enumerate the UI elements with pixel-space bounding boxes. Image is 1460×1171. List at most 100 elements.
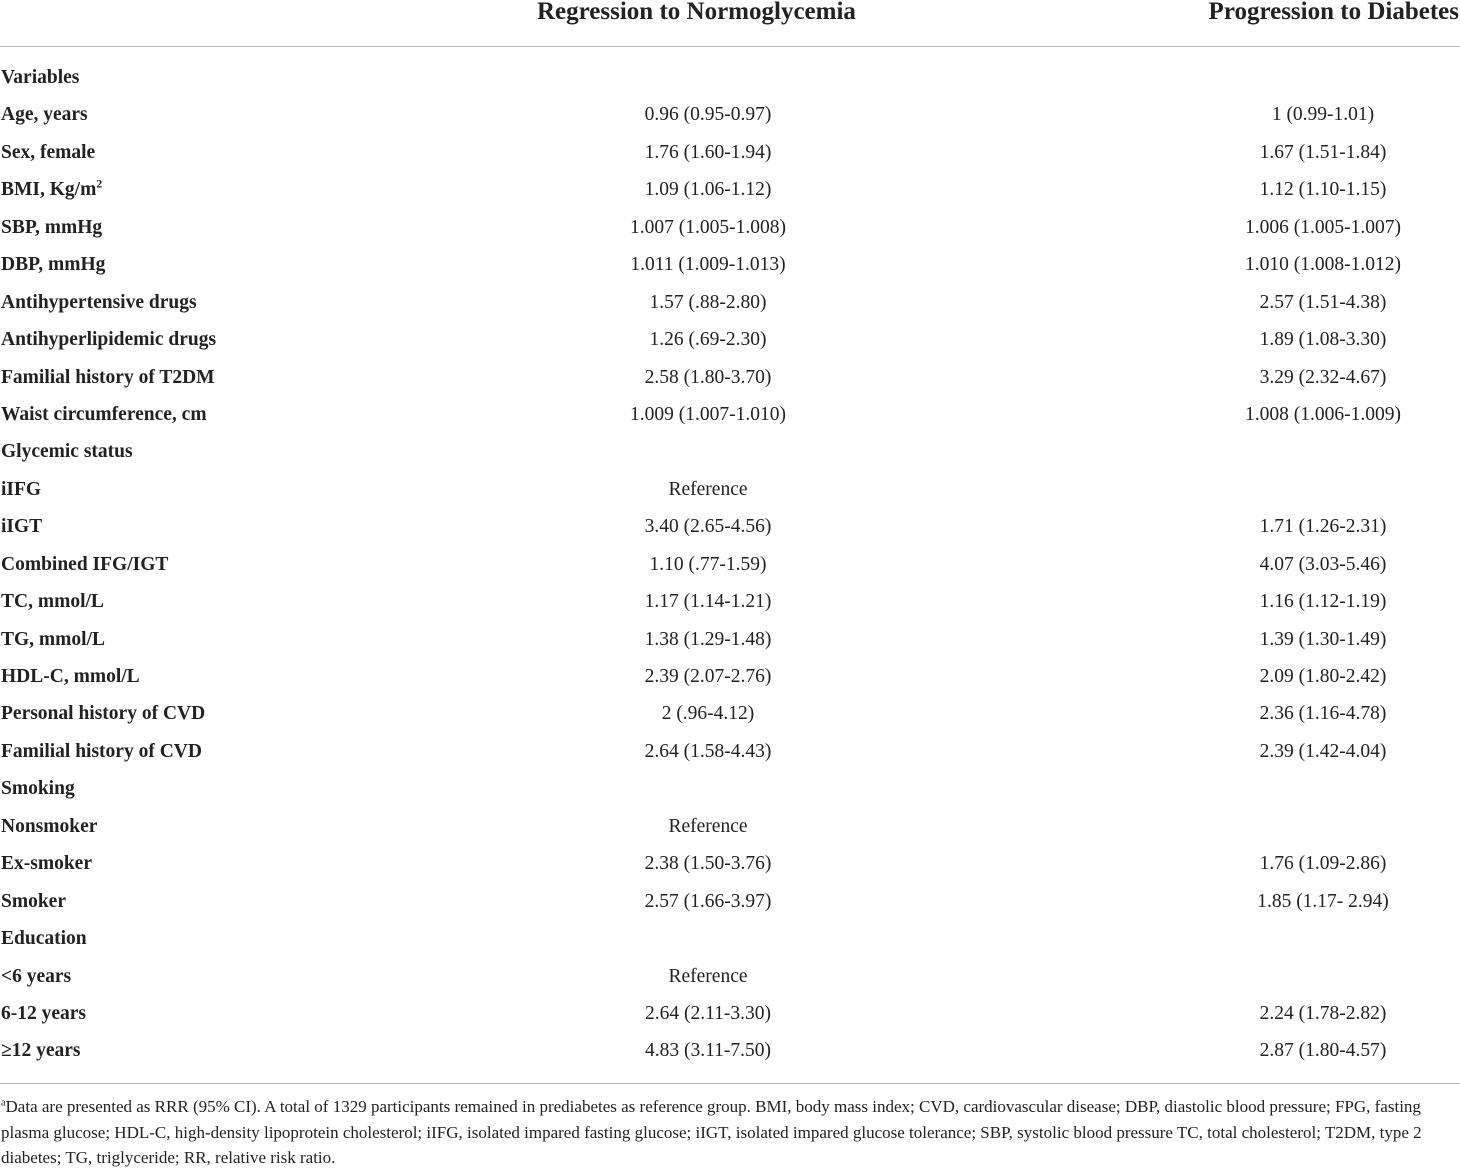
row-label-text: Nonsmoker: [1, 815, 98, 837]
cell-progression-value: 1.67 (1.51-1.84): [1259, 141, 1387, 163]
cell-progression-value: 1 (0.99-1.01): [1271, 104, 1375, 126]
row-label: Personal history of CVD: [1, 695, 205, 732]
cell-progression-value: 4.07 (3.03-5.46): [1259, 553, 1387, 575]
cell-regression-value: 1.007 (1.005-1.008): [630, 216, 786, 238]
row-label-text: Antihyperlipidemic drugs: [1, 329, 217, 351]
row-label-text: iIFG: [1, 478, 42, 500]
table-row: Personal history of CVD 2 (.96-4.12) 2.36 …: [0, 695, 1460, 732]
table-row: TG, mmol/L 1.38 (1.29-1.48) 1.39 (1.30-1.4…: [0, 621, 1460, 658]
table-row: Waist circumference, cm 1.009 (1.007-1.01…: [0, 396, 1460, 433]
cell-regression-value: 1.57 (.88-2.80): [649, 291, 767, 313]
row-label: iIGT: [1, 508, 42, 545]
table-row: iIGT 3.40 (2.65-4.56) 1.71 (1.26-2.31): [0, 508, 1460, 545]
cell-regression-value: Reference: [668, 815, 748, 837]
cell-progression-value: 1.010 (1.008-1.012): [1245, 254, 1401, 276]
row-label: Glycemic status: [1, 433, 133, 470]
row-label: HDL-C, mmol/L: [1, 658, 140, 695]
cell-progression-value: 2.24 (1.78-2.82): [1259, 1002, 1387, 1024]
row-label-text: 6-12 years: [1, 1002, 87, 1024]
table-row: Nonsmoker Reference: [0, 808, 1460, 845]
row-label-superscript: 2: [96, 177, 103, 191]
row-label: Familial history of T2DM: [1, 359, 215, 396]
row-label-text: DBP, mmHg: [1, 254, 106, 276]
row-label-text: Education: [1, 928, 87, 950]
cell-regression-value: 4.83 (3.11-7.50): [644, 1040, 771, 1062]
table-row: Familial history of CVD 2.64 (1.58-4.43) 2…: [0, 733, 1460, 770]
row-label-text: Ex-smoker: [1, 853, 92, 875]
cell-progression-value: 1.89 (1.08-3.30): [1259, 329, 1387, 351]
table-row: Ex-smoker 2.38 (1.50-3.76) 1.76 (1.09-2.86…: [0, 845, 1460, 882]
table-row: BMI, Kg/m2 1.09 (1.06-1.12) 1.12 (1.10-1.1…: [0, 171, 1460, 208]
row-label-text: BMI, Kg/m: [1, 179, 97, 201]
table-row: iIFG Reference: [0, 471, 1460, 508]
row-label-text: <6 years: [1, 965, 72, 987]
cell-regression-value: 1.10 (.77-1.59): [649, 553, 767, 575]
cell-progression-value: 1.008 (1.006-1.009): [1245, 403, 1401, 425]
row-label-text: Variables: [1, 67, 80, 88]
cell-regression-value: 1.38 (1.29-1.48): [644, 628, 772, 650]
row-label: Ex-smoker: [1, 845, 92, 882]
row-label-text: Glycemic status: [1, 441, 133, 463]
cell-regression-value: Reference: [668, 478, 748, 500]
cell-regression-value: 1.17 (1.14-1.21): [644, 591, 772, 613]
cell-regression-value: 2.38 (1.50-3.76): [644, 853, 772, 875]
row-label: Combined IFG/IGT: [1, 546, 168, 583]
footnote-text: Data are presented as RRR (95% CI). A to…: [1, 1097, 1422, 1167]
cell-regression-value: 1.76 (1.60-1.94): [644, 141, 772, 163]
row-label: Variables: [1, 59, 79, 96]
cell-progression-value: 3.29 (2.32-4.67): [1259, 366, 1387, 388]
cell-progression-value: 1.76 (1.09-2.86): [1259, 853, 1387, 875]
row-label: ≥12 years: [1, 1032, 80, 1069]
row-label-text: Combined IFG/IGT: [1, 553, 169, 575]
row-label-text: HDL-C, mmol/L: [1, 666, 140, 687]
row-label-text: Age, years: [1, 104, 88, 126]
cell-progression-value: 1.39 (1.30-1.49): [1259, 628, 1387, 650]
table-header: Regression to Normoglycemia Progression …: [0, 0, 1460, 46]
footer-rule: [0, 1083, 1460, 1084]
row-label: Antihyperlipidemic drugs: [1, 321, 216, 358]
row-label: TC, mmol/L: [1, 583, 104, 620]
row-label-text: Smoking: [1, 778, 75, 800]
row-label-text: ≥12 years: [1, 1040, 81, 1062]
column-header-progression: Progression to Diabetes: [1208, 0, 1459, 25]
cell-progression-value: 2.36 (1.16-4.78): [1259, 703, 1387, 725]
row-label-text: iIGT: [1, 516, 43, 538]
row-label: Sex, female: [1, 134, 95, 171]
table-row: 6-12 years 2.64 (2.11-3.30) 2.24 (1.78-2.8…: [0, 995, 1460, 1032]
cell-progression-value: 1.71 (1.26-2.31): [1259, 516, 1387, 538]
column-header-regression: Regression to Normoglycemia: [537, 0, 856, 25]
row-label-text: Sex, female: [1, 141, 96, 163]
row-label: BMI, Kg/m2: [1, 171, 102, 208]
cell-regression-value: 1.009 (1.007-1.010): [630, 403, 786, 425]
cell-progression-value: 2.39 (1.42-4.04): [1259, 740, 1387, 762]
row-label: <6 years: [1, 958, 71, 995]
cell-regression-value: 2.64 (2.11-3.30): [644, 1002, 771, 1024]
cell-regression-value: 2 (.96-4.12): [661, 703, 755, 725]
table-row: Antihyperlipidemic drugs 1.26 (.69-2.30) 1…: [0, 321, 1460, 358]
table-row: Education: [0, 920, 1460, 957]
row-label: Education: [1, 920, 87, 957]
cell-progression-value: 1.006 (1.005-1.007): [1245, 216, 1401, 238]
row-label: Smoker: [1, 883, 66, 920]
header-rule: [0, 46, 1460, 47]
row-label-text: Familial history of CVD: [1, 740, 202, 762]
row-label-text: Personal history of CVD: [1, 703, 206, 725]
row-label-text: Antihypertensive drugs: [1, 291, 197, 313]
row-label: Waist circumference, cm: [1, 396, 207, 433]
row-label-text: SBP, mmHg: [1, 216, 103, 238]
table-row: Antihypertensive drugs 1.57 (.88-2.80) 2.5…: [0, 284, 1460, 321]
row-label-text: TG, mmol/L: [1, 628, 106, 650]
table-footnote: aData are presented as RRR (95% CI). A t…: [1, 1094, 1459, 1171]
table-row: TC, mmol/L 1.17 (1.14-1.21) 1.16 (1.12-1.1…: [0, 583, 1460, 620]
row-label: Smoking: [1, 770, 75, 807]
cell-regression-value: 2.58 (1.80-3.70): [644, 366, 772, 388]
table-row: DBP, mmHg 1.011 (1.009-1.013) 1.010 (1.008…: [0, 246, 1460, 283]
table-row: Familial history of T2DM 2.58 (1.80-3.70)…: [0, 359, 1460, 396]
cell-regression-value: 0.96 (0.95-0.97): [644, 104, 772, 126]
table-row: Sex, female 1.76 (1.60-1.94) 1.67 (1.51-1.…: [0, 134, 1460, 171]
row-label: 6-12 years: [1, 995, 86, 1032]
table-row: Age, years 0.96 (0.95-0.97) 1 (0.99-1.01): [0, 96, 1460, 133]
table-row: SBP, mmHg 1.007 (1.005-1.008) 1.006 (1.005…: [0, 209, 1460, 246]
cell-regression-value: 2.64 (1.58-4.43): [644, 740, 772, 762]
table-row: Glycemic status: [0, 433, 1460, 470]
